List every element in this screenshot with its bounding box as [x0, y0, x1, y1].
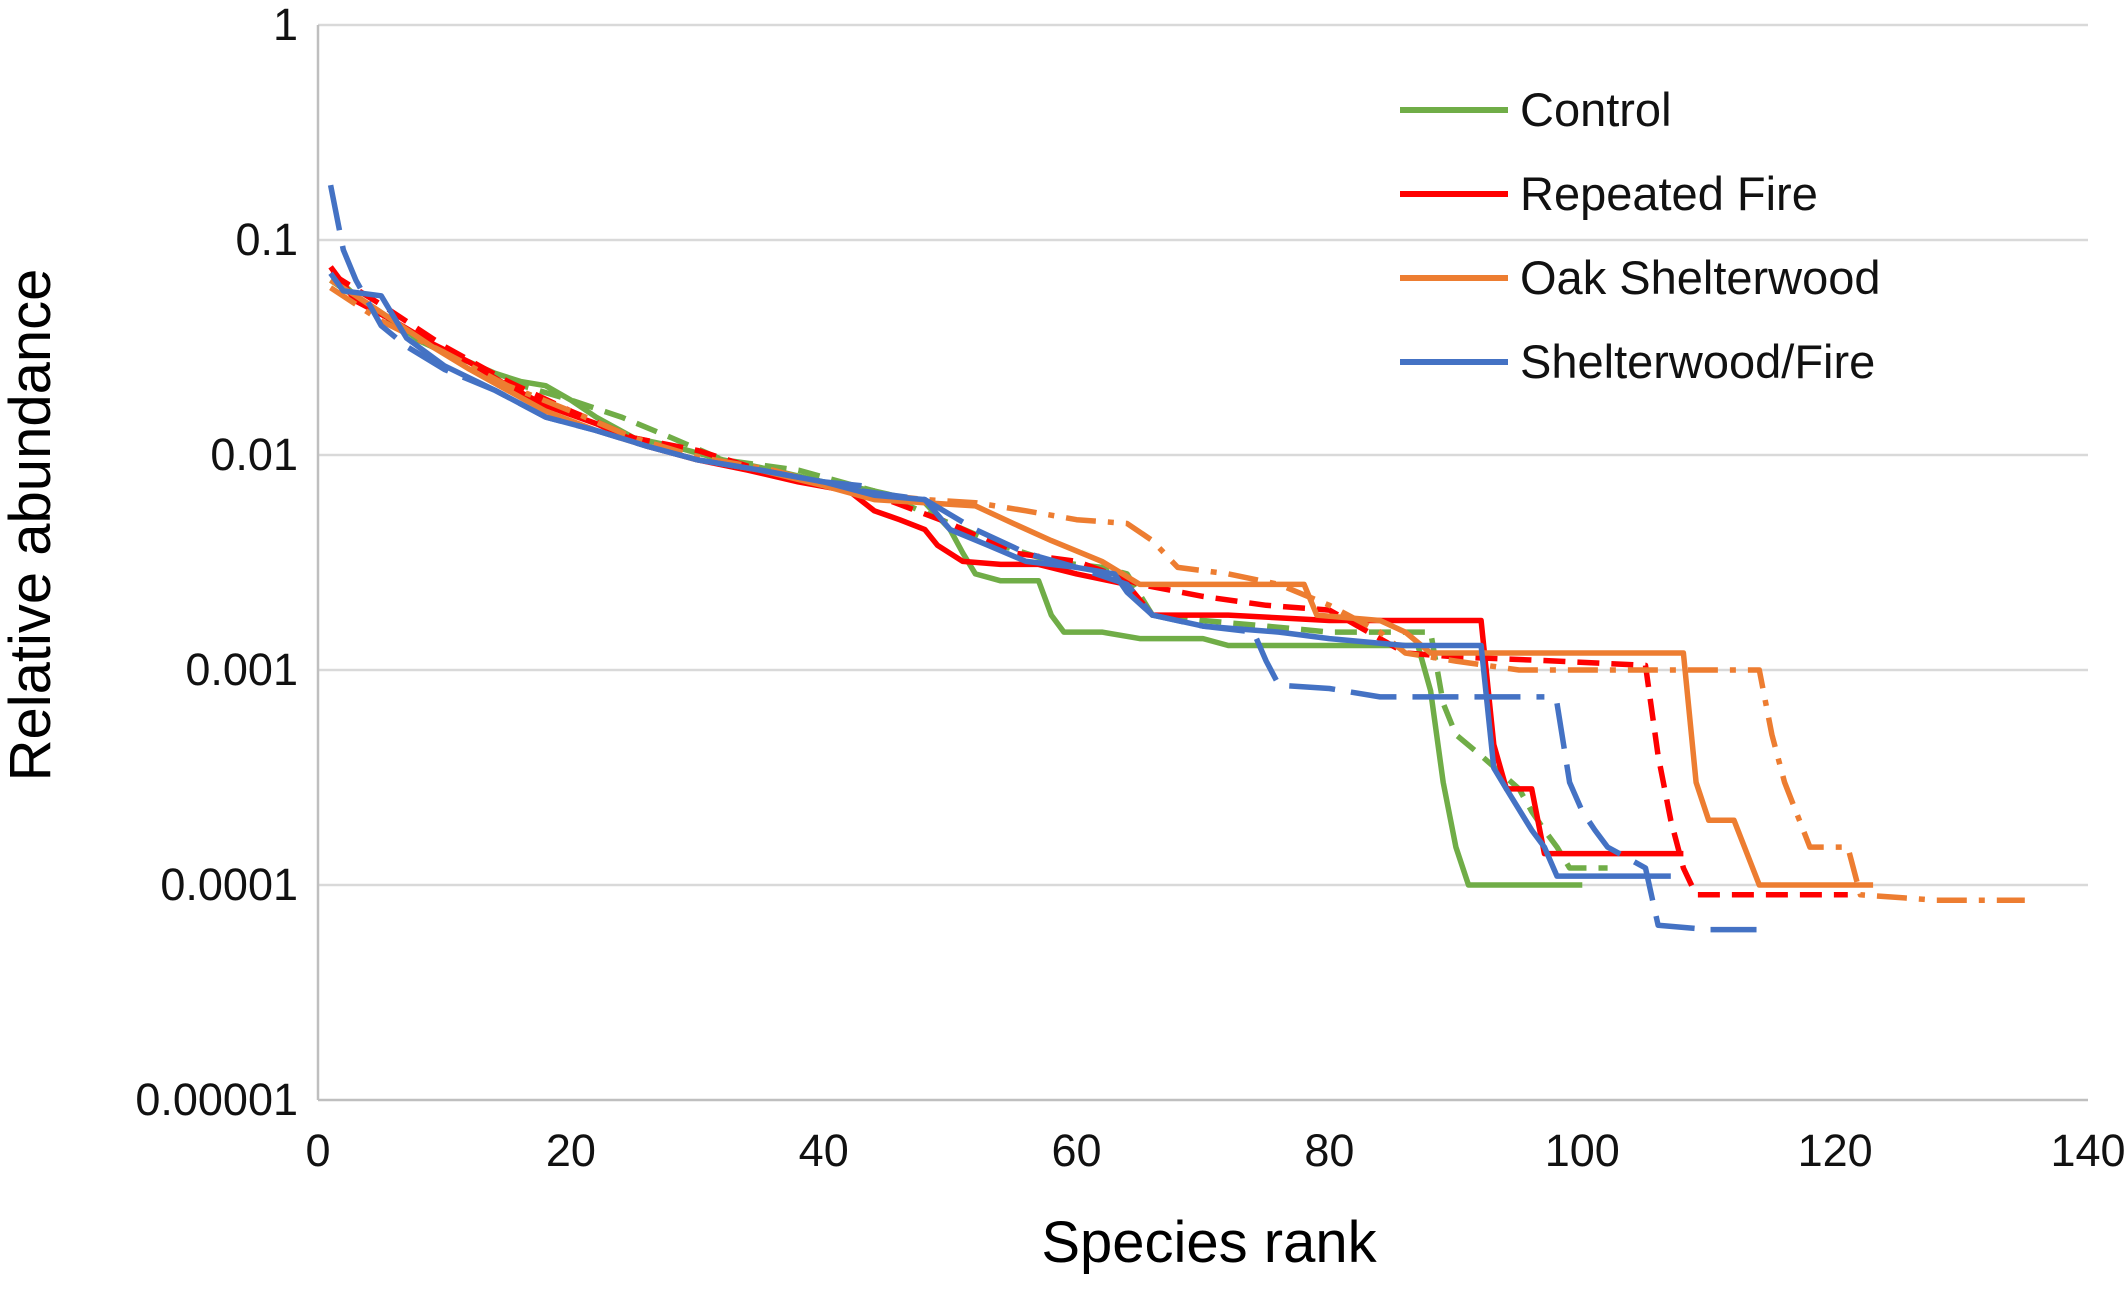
x-tick-label: 80: [1304, 1125, 1354, 1176]
legend: Control Repeated Fire Oak Shelterwood Shelt…: [1400, 83, 1881, 388]
y-tick-label: 0.001: [185, 644, 298, 695]
x-tick-label: 140: [2050, 1125, 2125, 1176]
series-line-shelterwood-fire-longdash: [327, 184, 862, 489]
x-axis-title: Species rank: [1041, 1210, 1377, 1275]
y-tick-label: 0.1: [235, 214, 298, 265]
x-tick-label: 100: [1545, 1125, 1620, 1176]
y-tick-label: 0.00001: [135, 1074, 298, 1125]
legend-label-oak-shelterwood: Oak Shelterwood: [1520, 251, 1881, 304]
series-lines: [327, 184, 2025, 933]
x-tick-label: 60: [1052, 1125, 1102, 1176]
x-tick-label: 40: [799, 1125, 849, 1176]
legend-label-repeated-fire: Repeated Fire: [1520, 167, 1818, 220]
series-line-repeated-fire-solid: [328, 265, 1684, 857]
x-tick-label: 20: [546, 1125, 596, 1176]
series-line-control-dashed: [329, 277, 1608, 871]
axes: [316, 25, 2088, 1102]
gridlines: [318, 23, 2088, 887]
legend-label-control: Control: [1520, 83, 1672, 136]
y-tick-label: 0.01: [210, 429, 298, 480]
series-line-shelterwood-fire-longdash: [1554, 702, 1772, 933]
series-line-shelterwood-fire-longdash: [861, 488, 1545, 700]
y-tick-label: 1: [273, 0, 298, 50]
x-tick-label: 120: [1798, 1125, 1873, 1176]
x-tick-label: 0: [305, 1125, 330, 1176]
series-line-oak-shelterwood-solid: [329, 277, 1874, 888]
y-axis-title: Relative abundance: [0, 269, 63, 782]
y-tick-label: 0.0001: [160, 859, 298, 910]
series-line-control-solid: [328, 271, 1583, 888]
legend-label-shelterwood-fire: Shelterwood/Fire: [1520, 335, 1875, 388]
